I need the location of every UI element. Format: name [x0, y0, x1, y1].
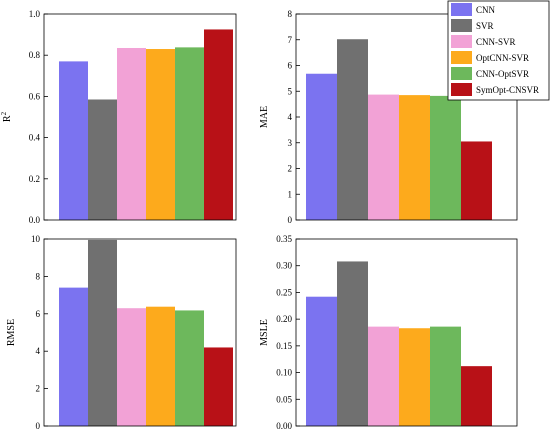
panel-r: 0.0 0.2 0.4 0.6 0.8 1.0 R2 [0, 9, 237, 225]
panel-rmse: 0 2 4 6 8 10 RMSE [6, 234, 237, 431]
y-tick-label: 2 [288, 164, 293, 174]
chart-panels: 0.0 0.2 0.4 0.6 0.8 1.0 R2 0 1 2 3 4 5 6 7 8 MAE 0 2 4 6 8 10 R… [0, 9, 518, 431]
bar-optcnn-svr [146, 306, 175, 426]
y-tick-label: 7 [288, 35, 293, 45]
y-axis-label: R2 [0, 111, 13, 122]
y-tick-label: 8 [288, 9, 293, 19]
y-tick-label: 0.00 [276, 421, 292, 431]
y-tick-label: 1.0 [29, 9, 41, 19]
y-tick-label: 0.25 [276, 287, 292, 297]
bar-cnn-svr [117, 308, 146, 426]
bar-svr [337, 261, 368, 426]
bar-cnn [306, 73, 337, 221]
bar-cnn-svr [368, 94, 399, 220]
bar-cnn-optsvr [175, 310, 204, 426]
bar-svr [337, 39, 368, 220]
y-tick-label: 6 [36, 309, 41, 319]
y-tick-label: 0.30 [276, 261, 292, 271]
legend: CNN SVR CNN-SVR OptCNN-SVR CNN-OptSVR SymOpt-… [447, 0, 550, 101]
y-tick-label: 10 [31, 234, 41, 244]
y-tick-label: 3 [288, 138, 293, 148]
bar-optcnn-svr [399, 95, 430, 220]
legend-label-svr: SVR [476, 21, 494, 31]
panel-msle: 0.00 0.05 0.10 0.15 0.20 0.25 0.30 0.35 MSLE [259, 234, 518, 431]
y-axis-label: MSLE [259, 319, 270, 346]
bar-cnn [306, 296, 337, 426]
axis-frame [43, 238, 237, 427]
legend-label-cnn-optsvr: CNN-OptSVR [476, 69, 529, 79]
bar-cnn-optsvr [430, 95, 461, 220]
bar-cnn-optsvr [430, 326, 461, 426]
y-tick-label: 0.05 [276, 394, 292, 404]
y-tick-label: 8 [36, 271, 41, 281]
y-axis-label: MAE [259, 106, 270, 128]
legend-swatch-cnn-svr [451, 35, 472, 48]
bar-optcnn-svr [399, 328, 430, 426]
y-axis-label: RMSE [6, 319, 17, 346]
y-tick-label: 2 [36, 384, 41, 394]
bar-symopt-cnsvr [204, 347, 233, 426]
legend-swatch-optcnn-svr [451, 51, 472, 64]
legend-swatch-symopt-cnsvr [451, 83, 472, 96]
bar-cnn-optsvr [175, 47, 204, 220]
bar-symopt-cnsvr [204, 29, 233, 221]
bar-symopt-cnsvr [461, 366, 492, 426]
y-tick-label: 0 [288, 215, 293, 225]
y-tick-label: 0.20 [276, 314, 292, 324]
legend-label-optcnn-svr: OptCNN-SVR [476, 53, 529, 63]
bar-svr [88, 99, 117, 220]
bar-symopt-cnsvr [461, 141, 492, 220]
y-tick-label: 4 [288, 112, 293, 122]
axis-frame [295, 238, 518, 427]
legend-label-cnn-svr: CNN-SVR [476, 37, 516, 47]
bar-cnn-svr [368, 326, 399, 426]
y-tick-label: 0 [36, 421, 41, 431]
y-tick-label: 0.10 [276, 368, 292, 378]
y-tick-label: 0.15 [276, 341, 292, 351]
y-tick-label: 0.2 [29, 174, 40, 184]
bar-optcnn-svr [146, 49, 175, 220]
y-tick-label: 6 [288, 61, 293, 71]
y-tick-label: 0.0 [29, 215, 41, 225]
y-axis-label-superscript: 2 [0, 111, 8, 115]
bar-cnn-svr [117, 47, 146, 220]
y-tick-label: 1 [288, 189, 293, 199]
bar-cnn [59, 287, 88, 426]
y-tick-label: 4 [36, 346, 41, 356]
y-tick-label: 0.35 [276, 234, 292, 244]
legend-label-symopt-cnsvr: SymOpt-CNSVR [476, 85, 539, 95]
bar-cnn [59, 61, 88, 220]
axis-frame [43, 13, 237, 221]
y-tick-label: 0.8 [29, 50, 41, 60]
y-tick-label: 0.4 [29, 133, 41, 143]
y-tick-label: 5 [288, 86, 293, 96]
legend-label-cnn: CNN [476, 5, 496, 15]
y-tick-label: 0.6 [29, 91, 41, 101]
legend-swatch-cnn [451, 3, 472, 16]
legend-swatch-cnn-optsvr [451, 67, 472, 80]
bar-svr [88, 239, 117, 426]
panel-mae: 0 1 2 3 4 5 6 7 8 MAE [259, 9, 518, 225]
legend-swatch-svr [451, 19, 472, 32]
